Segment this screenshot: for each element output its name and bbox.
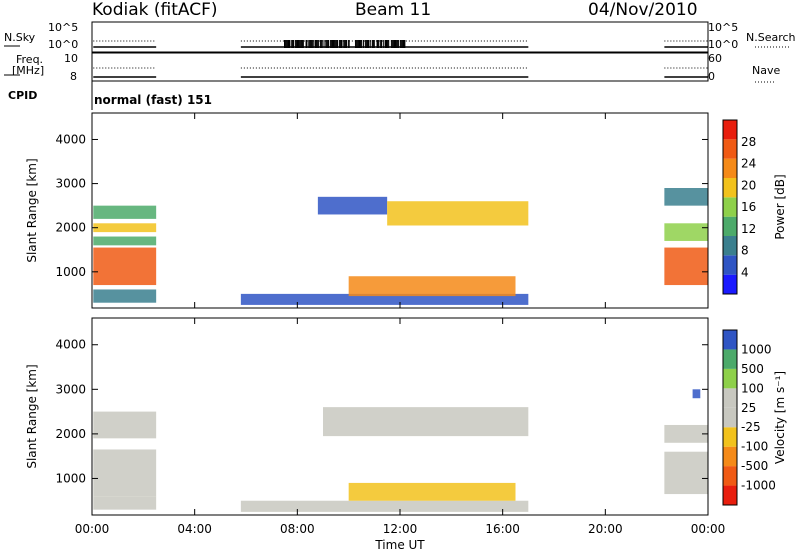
y-tick-label: 1000 — [55, 471, 86, 485]
data-region — [240, 293, 529, 305]
colorbar-tick: 500 — [741, 362, 764, 376]
data-region — [93, 247, 157, 286]
data-region — [664, 188, 708, 206]
data-region — [387, 201, 529, 226]
colorbar-tick: 1000 — [741, 342, 772, 356]
colorbar-frame — [722, 119, 738, 295]
beam-title: Beam 11 — [355, 0, 432, 20]
colorbar-tick: 16 — [741, 200, 756, 214]
colorbar-frame — [722, 329, 738, 506]
freq-tick-top: 10 — [64, 52, 78, 65]
nsky-tick-bottom: 10^0 — [48, 38, 79, 51]
nsky-tick-top: 10^5 — [48, 21, 79, 34]
colorbar-tick: 24 — [741, 157, 756, 171]
x-tick-label: 16:00 — [485, 522, 520, 536]
colorbar-cell — [723, 368, 737, 389]
y-tick-label: 4000 — [55, 338, 86, 352]
data-region — [664, 247, 708, 286]
freq-label-2: [MHz] — [12, 64, 45, 77]
cpid-value: normal (fast) 151 — [94, 93, 212, 107]
colorbar-tick: 25 — [741, 401, 756, 415]
colorbar-cell — [723, 349, 737, 369]
colorbar-cell — [723, 274, 737, 294]
colorbar-cell — [723, 139, 737, 159]
cpid-label: CPID — [8, 89, 38, 102]
x-tick-label: 08:00 — [280, 522, 315, 536]
data-region — [93, 205, 157, 219]
nave-tick-bottom: 0 — [708, 70, 715, 83]
nave-label: Nave — [752, 64, 781, 77]
nsearch-tick-bottom: 10^0 — [708, 38, 739, 51]
colorbar-tick: -1000 — [741, 479, 776, 493]
y-tick-label: 4000 — [55, 132, 86, 146]
colorbar-label: Power [dB] — [773, 174, 787, 239]
data-region — [93, 289, 157, 303]
nave-tick-top: 60 — [708, 52, 722, 65]
colorbar-tick: 20 — [741, 178, 756, 192]
x-tick-label: 12:00 — [383, 522, 418, 536]
colorbar-tick: 100 — [741, 381, 764, 395]
colorbar-tick: 28 — [741, 135, 756, 149]
colorbar-cell — [723, 485, 737, 505]
colorbar-cell — [723, 216, 737, 236]
y-tick-label: 2000 — [55, 221, 86, 235]
colorbar-cell — [723, 388, 737, 408]
power-panel: 1000 2000 3000 4000 Slant Range [km] — [25, 112, 709, 309]
y-tick-label: 3000 — [55, 177, 86, 191]
nsky-frame — [91, 21, 709, 53]
colorbar-tick: -100 — [741, 440, 768, 454]
velocity-panel: 1000 2000 3000 4000 Slant Range [km] 00:00 04:… — [25, 317, 726, 552]
data-region — [348, 276, 516, 297]
colorbar-cell — [723, 120, 737, 140]
data-region — [93, 223, 157, 233]
x-tick-label: 00:00 — [691, 522, 726, 536]
colorbar-tick: -25 — [741, 420, 761, 434]
nsky-label: N.Sky — [4, 31, 36, 44]
y-axis-label: Slant Range [km] — [25, 158, 39, 262]
data-region — [93, 411, 157, 439]
data-region — [317, 196, 388, 215]
data-region — [93, 496, 157, 510]
data-region — [323, 407, 529, 437]
colorbar-label: Velocity [m s⁻¹] — [773, 371, 787, 464]
data-region — [348, 482, 516, 501]
colorbar-cell — [723, 197, 737, 217]
nsearch-tick-top: 10^5 — [708, 21, 739, 34]
data-region — [664, 424, 708, 443]
data-region — [664, 223, 708, 241]
data-region — [692, 389, 701, 399]
colorbar-tick: -500 — [741, 459, 768, 473]
y-tick-label: 2000 — [55, 427, 86, 441]
y-tick-label: 3000 — [55, 382, 86, 396]
colorbar-cell — [723, 446, 737, 467]
colorbar-cell — [723, 236, 737, 256]
colorbar-tick: 4 — [741, 265, 749, 279]
colorbar-cell — [723, 178, 737, 198]
x-tick-label: 04:00 — [177, 522, 212, 536]
data-region — [93, 236, 157, 246]
colorbar-cell — [723, 466, 737, 486]
data-region — [664, 451, 708, 495]
colorbar-cell — [723, 158, 737, 178]
freq-label-1: Freq. — [16, 53, 44, 66]
colorbar-cell — [723, 427, 737, 447]
colorbar-cell — [723, 330, 737, 350]
colorbar-tick: 12 — [741, 222, 756, 236]
station-title: Kodiak (fitACF) — [92, 0, 218, 20]
data-region — [93, 449, 157, 497]
x-axis-label: Time UT — [374, 538, 425, 552]
x-tick-label: 20:00 — [588, 522, 623, 536]
freq-frame — [91, 52, 709, 82]
date-title: 04/Nov/2010 — [588, 0, 698, 20]
nsearch-label: N.Search — [746, 31, 796, 44]
y-tick-label: 1000 — [55, 265, 86, 279]
x-tick-label: 00:00 — [75, 522, 110, 536]
freq-tick-bottom: 8 — [70, 70, 77, 83]
colorbar-cell — [723, 255, 737, 275]
colorbar-tick: 8 — [741, 244, 749, 258]
colorbar-cell — [723, 407, 737, 428]
data-region — [240, 500, 529, 512]
y-axis-label: Slant Range [km] — [25, 364, 39, 468]
